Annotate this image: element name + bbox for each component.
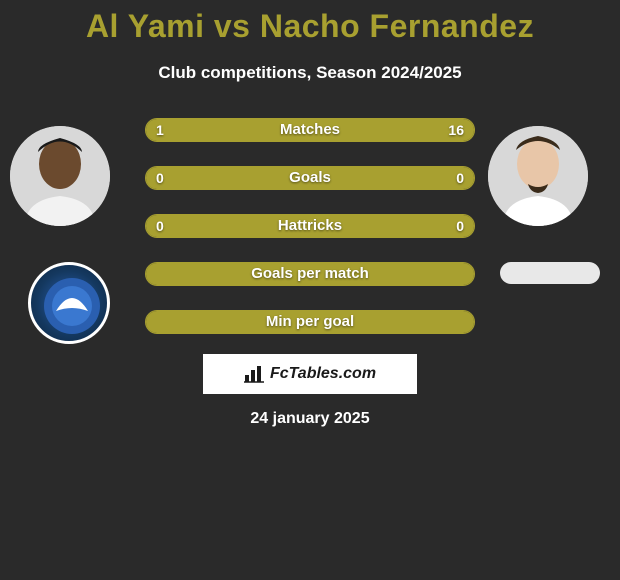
stat-row: 116Matches [145, 118, 475, 142]
watermark-text: FcTables.com [270, 365, 376, 383]
subtitle: Club competitions, Season 2024/2025 [0, 63, 620, 83]
stat-label: Goals [146, 167, 474, 189]
date-line: 24 january 2025 [0, 410, 620, 428]
stat-label: Goals per match [146, 263, 474, 285]
stat-label: Matches [146, 119, 474, 141]
stat-label: Hattricks [146, 215, 474, 237]
infographic-container: Al Yami vs Nacho Fernandez Club competit… [0, 0, 620, 580]
stat-row: 00Hattricks [145, 214, 475, 238]
stat-row: Min per goal [145, 310, 475, 334]
stat-row: Goals per match [145, 262, 475, 286]
page-title: Al Yami vs Nacho Fernandez [0, 0, 620, 45]
stat-row: 00Goals [145, 166, 475, 190]
stat-label: Min per goal [146, 311, 474, 333]
watermark-box: FcTables.com [203, 354, 417, 394]
stats-area: 116Matches 00Goals 00Hattricks Goals per ma… [0, 118, 620, 358]
bar-chart-icon [244, 365, 264, 383]
